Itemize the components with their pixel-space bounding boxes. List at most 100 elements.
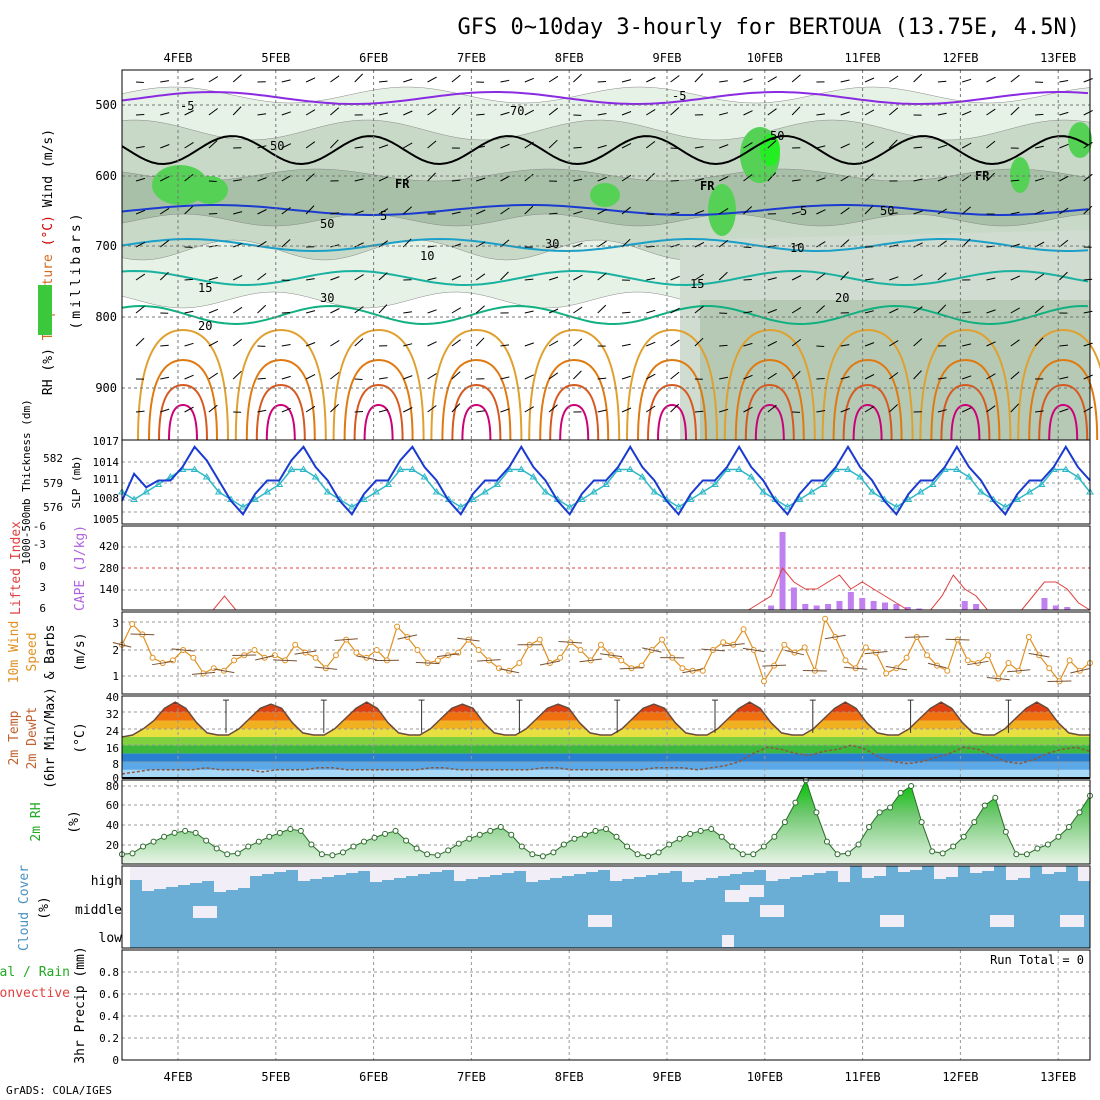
thickness-marker [299, 465, 308, 472]
wind-barb [719, 344, 728, 347]
panel-frame [121, 949, 1091, 1061]
wind-barb [937, 409, 947, 413]
cape-tick: 140 [99, 583, 119, 596]
wind-barb [281, 111, 291, 116]
rh-marker [708, 825, 715, 832]
thickness-marker [795, 495, 804, 502]
rh-marker [1034, 845, 1041, 852]
temp-line [121, 701, 1090, 738]
thickness-marker [735, 465, 743, 472]
wind-barb [888, 404, 898, 413]
cloud-high-gap [250, 866, 262, 876]
cloud-high-gap [466, 866, 478, 879]
wind-barb [791, 106, 801, 116]
cloud-level-label: middle [75, 903, 122, 918]
wind-barb [305, 342, 316, 347]
wind-barb [232, 306, 243, 314]
wind-speed-marker [149, 654, 156, 661]
temp-band [122, 712, 1090, 721]
wind-barb [961, 206, 972, 215]
rh-marker [161, 833, 168, 840]
wind-barb [791, 339, 802, 347]
wind-barb [937, 377, 947, 380]
wind-barb-10m [885, 666, 908, 671]
contour-label: 10 [420, 249, 434, 263]
cloud-high-gap [130, 866, 142, 880]
wind-speed-marker [414, 647, 421, 653]
temp-ylabel: 2m Temp [7, 710, 22, 765]
wind-speed-marker [862, 644, 869, 651]
wind-barb [1034, 305, 1044, 314]
thickness-marker [626, 465, 635, 472]
wind-barb [864, 374, 875, 380]
cape-li-panel [122, 526, 1091, 611]
rh-marker [560, 841, 567, 848]
wind-barb [792, 179, 801, 182]
wind-barb [986, 309, 996, 314]
wind-barb [476, 410, 485, 413]
wind-barb [184, 278, 193, 281]
wind-barb [330, 107, 340, 116]
wind-barb [208, 340, 219, 347]
wind-barb [281, 375, 291, 380]
wind-barb [548, 75, 559, 83]
wind-barb [743, 110, 753, 116]
wind-barb [670, 307, 680, 314]
wind-speed-marker [434, 657, 441, 664]
wind-barb [427, 309, 437, 314]
temp-contour-loop [430, 328, 523, 441]
wind-barb-10m [824, 634, 846, 640]
rh-marker [697, 827, 704, 834]
wind-barb [646, 245, 655, 248]
rh-marker [403, 837, 410, 844]
contour-label: 5 [800, 204, 807, 218]
panel-frame [121, 439, 1091, 525]
wind-barb [864, 141, 874, 149]
cloud-high-gap [334, 866, 346, 875]
wind-barb-10m [802, 670, 827, 672]
thickness-marker [214, 488, 223, 495]
cloud-high-gap [898, 866, 910, 872]
thickness-marker [650, 488, 659, 495]
wind-barb [646, 405, 656, 413]
wind-barb [816, 305, 826, 314]
wind-barb-10m [437, 653, 460, 658]
wind-barb [791, 211, 802, 215]
wind-barb [257, 240, 267, 248]
thickness-marker [856, 473, 864, 480]
wind-barb [476, 177, 486, 182]
contour-label: 15 [198, 281, 212, 295]
cloud-high-gap [502, 866, 514, 873]
wind-speed-marker [720, 639, 727, 646]
rh-marker [171, 829, 178, 836]
wind-barb [767, 108, 777, 116]
rh-marker [245, 843, 252, 850]
cloud-high-gap [430, 866, 442, 872]
wind-barb [524, 406, 534, 413]
rh-marker [413, 845, 420, 852]
thickness-marker [807, 488, 816, 495]
wind-barb [962, 375, 972, 380]
rh-marker [318, 851, 325, 858]
contour-label: 15 [690, 277, 704, 291]
wind-barb-10m [701, 648, 725, 652]
wind-barb [670, 339, 680, 347]
cape-bar [1052, 605, 1059, 610]
temp-tick: 32 [106, 708, 119, 721]
wind-barb [305, 205, 315, 215]
temp-contour-loop [158, 383, 208, 441]
wind-barb [159, 271, 169, 281]
wind-speed-marker [1005, 660, 1012, 666]
cloud-high-gap [982, 866, 994, 871]
wind-barb [597, 240, 607, 248]
wind-barb [1010, 106, 1020, 116]
wind-barb [257, 273, 267, 281]
rh-marker [729, 843, 736, 850]
wind-barb [257, 177, 267, 182]
cape-bar [847, 592, 854, 610]
wind-speed-marker [557, 654, 564, 661]
wind-barb [524, 278, 534, 281]
thickness-tick: 579 [43, 477, 63, 490]
